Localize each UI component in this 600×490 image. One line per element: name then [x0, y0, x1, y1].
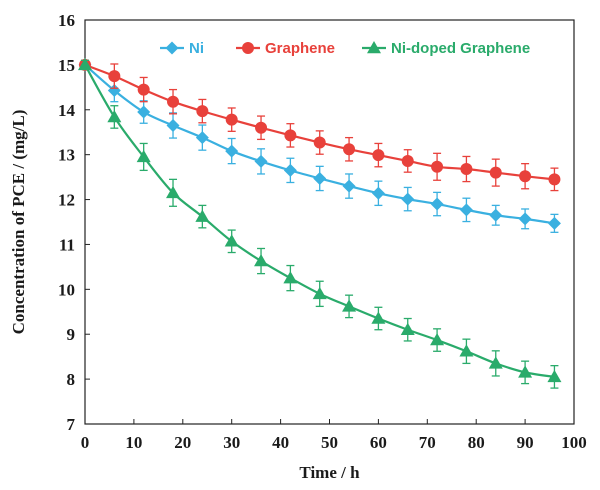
data-point — [196, 105, 209, 118]
data-point — [225, 144, 239, 158]
y-tick-label: 15 — [58, 56, 75, 75]
axis-ticks: 0 10 20 30 40 50 60 70 80 90 100 7 8 9 10 11 12 13 14 15 16 — [58, 11, 587, 452]
legend-label: Ni-doped Graphene — [391, 40, 530, 57]
data-point — [547, 216, 561, 230]
data-point — [312, 286, 327, 300]
y-tick-label: 12 — [58, 191, 75, 210]
data-point — [401, 154, 414, 167]
data-point — [372, 149, 385, 162]
y-tick-label: 13 — [58, 146, 75, 165]
y-axis-title: Concentration of PCE / (mg/L) — [9, 110, 28, 335]
data-point — [489, 166, 502, 179]
data-point — [137, 105, 151, 119]
series-layer — [78, 57, 562, 389]
series-line — [84, 64, 555, 378]
data-point — [342, 299, 357, 312]
y-tick-label: 10 — [58, 280, 75, 299]
data-point — [430, 333, 445, 346]
data-point — [254, 254, 269, 267]
x-tick-label: 20 — [174, 433, 191, 452]
y-tick-label: 7 — [67, 415, 76, 434]
x-tick-label: 10 — [125, 433, 142, 452]
data-point — [313, 171, 327, 185]
y-tick-label: 14 — [58, 101, 76, 120]
x-tick-label: 30 — [223, 433, 240, 452]
data-point — [225, 113, 238, 126]
data-point — [342, 179, 356, 193]
x-tick-label: 100 — [561, 433, 587, 452]
x-tick-label: 70 — [419, 433, 436, 452]
x-tick-label: 50 — [321, 433, 338, 452]
data-point — [460, 163, 473, 176]
data-point — [548, 173, 561, 186]
data-point — [224, 234, 239, 247]
data-point — [284, 129, 297, 142]
data-point — [283, 163, 297, 177]
legend-item: Ni — [160, 40, 204, 57]
data-point — [137, 83, 150, 96]
data-point — [195, 131, 209, 145]
data-point — [459, 344, 474, 357]
data-point — [401, 192, 415, 206]
data-point — [371, 186, 385, 200]
y-tick-label: 9 — [67, 325, 76, 344]
legend-item: Graphene — [236, 40, 335, 57]
y-tick-label: 16 — [58, 11, 75, 30]
data-point — [167, 95, 180, 108]
data-point — [518, 212, 532, 226]
data-point — [371, 311, 386, 324]
data-point — [166, 118, 180, 132]
series-ni-doped-graphene — [78, 57, 562, 389]
data-point — [431, 160, 444, 173]
plot-area — [84, 19, 575, 425]
data-point — [400, 322, 415, 335]
data-point — [107, 83, 121, 97]
data-point — [518, 365, 533, 378]
data-point — [430, 197, 444, 211]
legend-marker — [165, 41, 179, 55]
data-point — [136, 149, 151, 163]
data-point — [78, 57, 92, 71]
x-tick-label: 40 — [272, 433, 289, 452]
data-point — [108, 70, 121, 83]
legend: Ni Graphene Ni-doped Graphene — [160, 40, 530, 57]
data-point — [255, 121, 268, 134]
series-line — [84, 63, 555, 181]
legend-marker — [242, 42, 254, 54]
x-tick-label: 60 — [370, 433, 387, 452]
data-point — [489, 208, 503, 222]
data-point — [283, 271, 298, 284]
x-tick-label: 80 — [468, 433, 485, 452]
data-point — [459, 203, 473, 217]
data-point — [547, 369, 562, 383]
legend-label: Ni — [189, 40, 204, 57]
x-axis-title: Time / h — [299, 463, 360, 482]
y-tick-label: 8 — [67, 370, 76, 389]
data-point — [166, 185, 181, 199]
data-point — [488, 356, 503, 369]
legend-item: Ni-doped Graphene — [362, 40, 530, 57]
y-tick-label: 11 — [59, 235, 75, 254]
x-tick-label: 90 — [517, 433, 534, 452]
data-point — [313, 136, 326, 149]
x-tick-label: 0 — [81, 433, 90, 452]
data-point — [254, 154, 268, 168]
data-point — [107, 109, 122, 123]
legend-marker — [367, 41, 381, 54]
series-graphene — [79, 58, 561, 192]
data-point — [195, 209, 210, 222]
legend-label: Graphene — [265, 40, 335, 57]
data-point — [519, 170, 532, 183]
data-point — [343, 143, 356, 156]
